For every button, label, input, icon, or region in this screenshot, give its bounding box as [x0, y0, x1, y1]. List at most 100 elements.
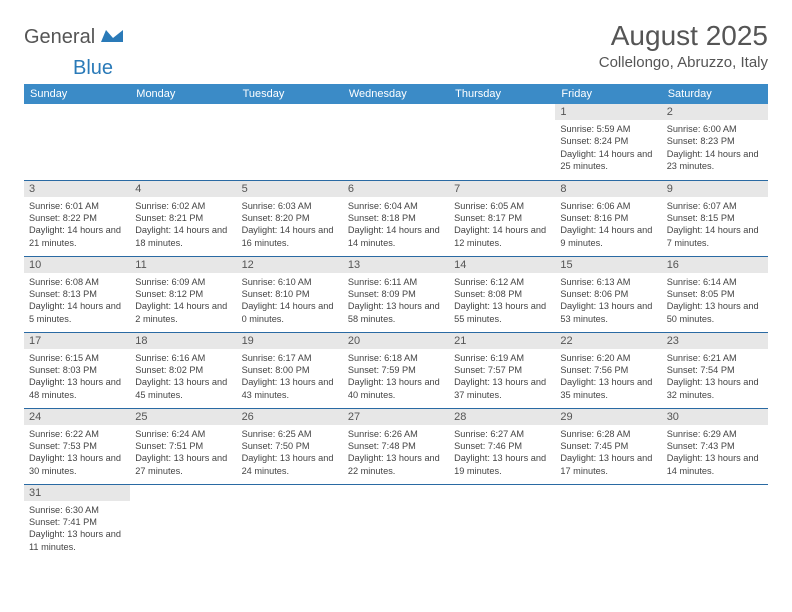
daylight-text: Daylight: 13 hours and 35 minutes. — [560, 376, 656, 401]
sunset-text: Sunset: 7:41 PM — [29, 516, 125, 528]
daylight-text: Daylight: 13 hours and 11 minutes. — [29, 528, 125, 553]
calendar-cell: 5Sunrise: 6:03 AMSunset: 8:20 PMDaylight… — [237, 180, 343, 256]
day-number: 27 — [343, 409, 449, 425]
calendar-cell: 20Sunrise: 6:18 AMSunset: 7:59 PMDayligh… — [343, 332, 449, 408]
day-number: 31 — [24, 485, 130, 501]
calendar-cell: 28Sunrise: 6:27 AMSunset: 7:46 PMDayligh… — [449, 408, 555, 484]
daylight-text: Daylight: 13 hours and 24 minutes. — [242, 452, 338, 477]
daylight-text: Daylight: 13 hours and 58 minutes. — [348, 300, 444, 325]
sunset-text: Sunset: 8:22 PM — [29, 212, 125, 224]
sunset-text: Sunset: 8:18 PM — [348, 212, 444, 224]
calendar-cell — [343, 484, 449, 560]
day-details: Sunrise: 6:29 AMSunset: 7:43 PMDaylight:… — [662, 425, 768, 482]
sunset-text: Sunset: 8:09 PM — [348, 288, 444, 300]
sunset-text: Sunset: 8:13 PM — [29, 288, 125, 300]
logo: General — [24, 26, 125, 49]
daylight-text: Daylight: 14 hours and 0 minutes. — [242, 300, 338, 325]
day-number: 10 — [24, 257, 130, 273]
sunset-text: Sunset: 8:02 PM — [135, 364, 231, 376]
weekday-header: Friday — [555, 84, 661, 104]
sunrise-text: Sunrise: 6:08 AM — [29, 276, 125, 288]
day-number: 30 — [662, 409, 768, 425]
daylight-text: Daylight: 13 hours and 53 minutes. — [560, 300, 656, 325]
sunset-text: Sunset: 7:45 PM — [560, 440, 656, 452]
sunrise-text: Sunrise: 6:00 AM — [667, 123, 763, 135]
sunrise-text: Sunrise: 6:30 AM — [29, 504, 125, 516]
day-details: Sunrise: 6:15 AMSunset: 8:03 PMDaylight:… — [24, 349, 130, 406]
calendar-cell — [449, 484, 555, 560]
sunrise-text: Sunrise: 6:25 AM — [242, 428, 338, 440]
day-details: Sunrise: 6:28 AMSunset: 7:45 PMDaylight:… — [555, 425, 661, 482]
sunrise-text: Sunrise: 6:29 AM — [667, 428, 763, 440]
daylight-text: Daylight: 14 hours and 12 minutes. — [454, 224, 550, 249]
day-number: 2 — [662, 104, 768, 120]
daylight-text: Daylight: 14 hours and 9 minutes. — [560, 224, 656, 249]
day-details: Sunrise: 6:25 AMSunset: 7:50 PMDaylight:… — [237, 425, 343, 482]
sunset-text: Sunset: 8:08 PM — [454, 288, 550, 300]
day-details: Sunrise: 6:19 AMSunset: 7:57 PMDaylight:… — [449, 349, 555, 406]
sunrise-text: Sunrise: 6:18 AM — [348, 352, 444, 364]
logo-general: General — [24, 26, 95, 49]
day-details: Sunrise: 6:12 AMSunset: 8:08 PMDaylight:… — [449, 273, 555, 330]
daylight-text: Daylight: 13 hours and 17 minutes. — [560, 452, 656, 477]
daylight-text: Daylight: 14 hours and 18 minutes. — [135, 224, 231, 249]
weekday-header: Sunday — [24, 84, 130, 104]
daylight-text: Daylight: 13 hours and 55 minutes. — [454, 300, 550, 325]
calendar-cell: 11Sunrise: 6:09 AMSunset: 8:12 PMDayligh… — [130, 256, 236, 332]
sunset-text: Sunset: 8:24 PM — [560, 135, 656, 147]
sunrise-text: Sunrise: 6:21 AM — [667, 352, 763, 364]
daylight-text: Daylight: 13 hours and 40 minutes. — [348, 376, 444, 401]
day-details: Sunrise: 6:00 AMSunset: 8:23 PMDaylight:… — [662, 120, 768, 177]
sunset-text: Sunset: 8:21 PM — [135, 212, 231, 224]
calendar-cell: 22Sunrise: 6:20 AMSunset: 7:56 PMDayligh… — [555, 332, 661, 408]
day-number: 3 — [24, 181, 130, 197]
day-number: 20 — [343, 333, 449, 349]
day-details: Sunrise: 6:11 AMSunset: 8:09 PMDaylight:… — [343, 273, 449, 330]
sunset-text: Sunset: 7:51 PM — [135, 440, 231, 452]
weekday-header-row: Sunday Monday Tuesday Wednesday Thursday… — [24, 84, 768, 104]
calendar-cell — [449, 104, 555, 180]
sunrise-text: Sunrise: 6:02 AM — [135, 200, 231, 212]
day-number: 8 — [555, 181, 661, 197]
sunset-text: Sunset: 7:59 PM — [348, 364, 444, 376]
logo-flag-icon — [101, 28, 123, 47]
day-number: 29 — [555, 409, 661, 425]
sunrise-text: Sunrise: 6:09 AM — [135, 276, 231, 288]
day-details: Sunrise: 6:21 AMSunset: 7:54 PMDaylight:… — [662, 349, 768, 406]
weekday-header: Tuesday — [237, 84, 343, 104]
day-number: 24 — [24, 409, 130, 425]
calendar-cell: 9Sunrise: 6:07 AMSunset: 8:15 PMDaylight… — [662, 180, 768, 256]
calendar-cell: 6Sunrise: 6:04 AMSunset: 8:18 PMDaylight… — [343, 180, 449, 256]
sunset-text: Sunset: 7:57 PM — [454, 364, 550, 376]
day-details: Sunrise: 5:59 AMSunset: 8:24 PMDaylight:… — [555, 120, 661, 177]
day-details: Sunrise: 6:10 AMSunset: 8:10 PMDaylight:… — [237, 273, 343, 330]
daylight-text: Daylight: 14 hours and 25 minutes. — [560, 148, 656, 173]
calendar-cell: 10Sunrise: 6:08 AMSunset: 8:13 PMDayligh… — [24, 256, 130, 332]
weekday-header: Saturday — [662, 84, 768, 104]
day-details: Sunrise: 6:18 AMSunset: 7:59 PMDaylight:… — [343, 349, 449, 406]
sunrise-text: Sunrise: 6:01 AM — [29, 200, 125, 212]
day-details: Sunrise: 6:30 AMSunset: 7:41 PMDaylight:… — [24, 501, 130, 558]
sunset-text: Sunset: 8:16 PM — [560, 212, 656, 224]
day-number: 15 — [555, 257, 661, 273]
sunrise-text: Sunrise: 6:15 AM — [29, 352, 125, 364]
calendar-cell: 13Sunrise: 6:11 AMSunset: 8:09 PMDayligh… — [343, 256, 449, 332]
day-details: Sunrise: 6:13 AMSunset: 8:06 PMDaylight:… — [555, 273, 661, 330]
calendar-row: 24Sunrise: 6:22 AMSunset: 7:53 PMDayligh… — [24, 408, 768, 484]
day-number: 18 — [130, 333, 236, 349]
calendar-cell: 25Sunrise: 6:24 AMSunset: 7:51 PMDayligh… — [130, 408, 236, 484]
weekday-header: Monday — [130, 84, 236, 104]
day-number: 25 — [130, 409, 236, 425]
calendar-cell — [237, 104, 343, 180]
sunrise-text: Sunrise: 6:26 AM — [348, 428, 444, 440]
calendar-cell: 17Sunrise: 6:15 AMSunset: 8:03 PMDayligh… — [24, 332, 130, 408]
day-number: 9 — [662, 181, 768, 197]
sunset-text: Sunset: 8:10 PM — [242, 288, 338, 300]
daylight-text: Daylight: 13 hours and 43 minutes. — [242, 376, 338, 401]
calendar-cell — [555, 484, 661, 560]
calendar-row: 3 Sunrise: 6:01 AMSunset: 8:22 PM Daylight… — [24, 180, 768, 256]
day-details: Sunrise: 6:16 AMSunset: 8:02 PMDaylight:… — [130, 349, 236, 406]
sunrise-text: Sunrise: 6:19 AM — [454, 352, 550, 364]
day-details: Sunrise: 6:03 AMSunset: 8:20 PMDaylight:… — [237, 197, 343, 254]
calendar-cell: 18Sunrise: 6:16 AMSunset: 8:02 PMDayligh… — [130, 332, 236, 408]
